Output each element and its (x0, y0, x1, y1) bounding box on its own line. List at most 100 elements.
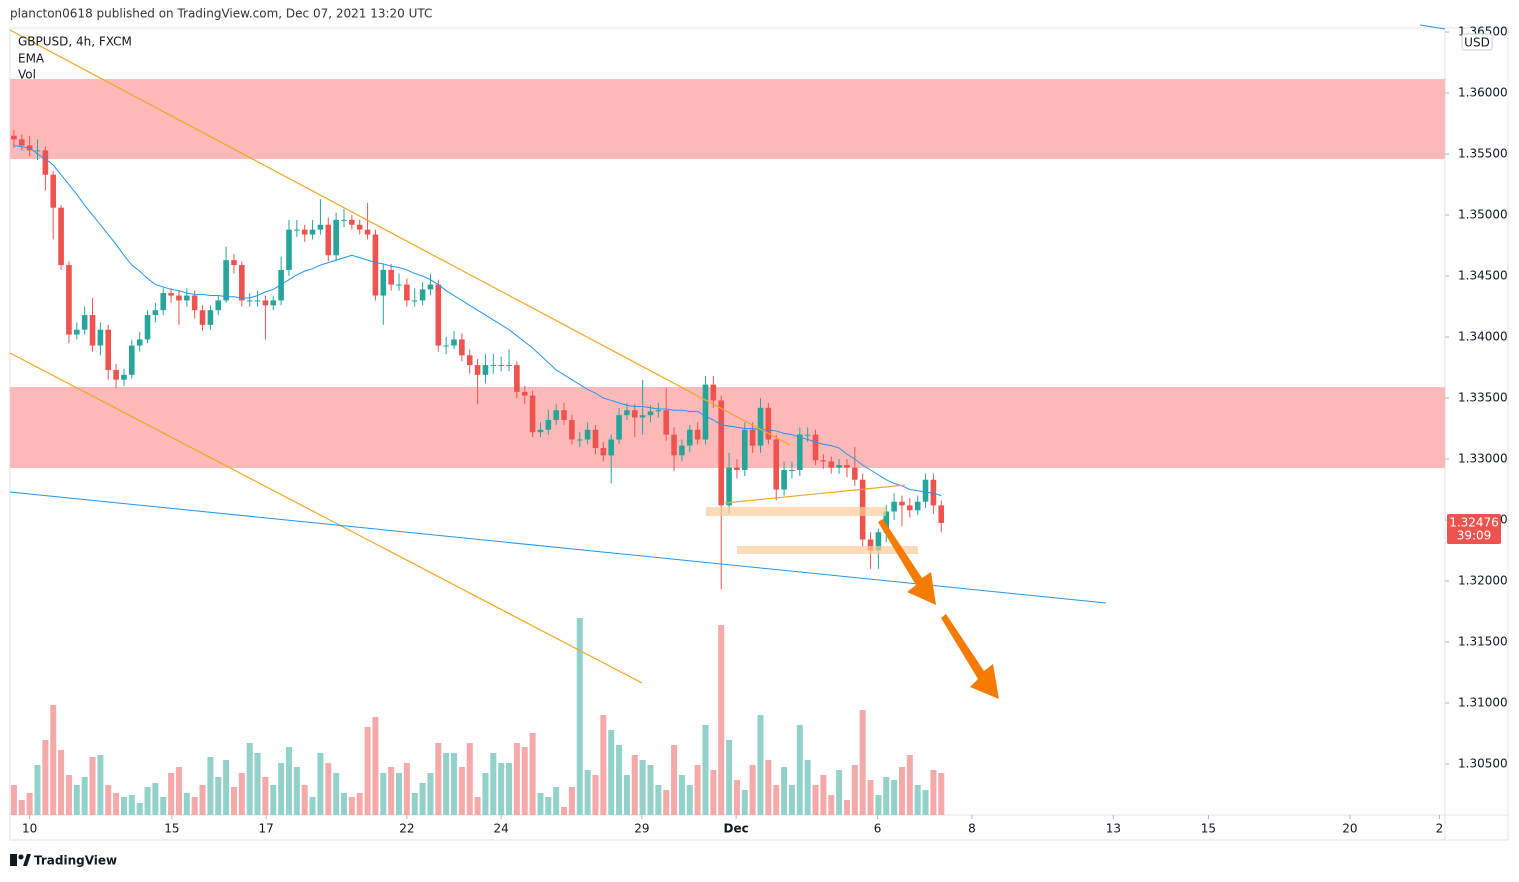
volume-bar (733, 780, 740, 815)
candle-body (451, 339, 457, 346)
candle-body (270, 300, 277, 306)
price-tag (1447, 513, 1501, 544)
volume-bar (160, 797, 167, 815)
volume-bar (781, 767, 788, 815)
candle-body (529, 395, 536, 433)
volume-bar (883, 777, 890, 815)
volume-bar (18, 800, 25, 815)
candle-body (914, 501, 921, 511)
volume-bar (647, 765, 654, 815)
candle-body (262, 300, 269, 306)
volume-bar (451, 753, 458, 815)
volume-bar (50, 705, 57, 815)
candle-body (58, 207, 64, 266)
volume-bar (466, 743, 473, 815)
candle-body (168, 293, 174, 296)
candle-body (789, 469, 795, 471)
logo: TradingView (10, 854, 117, 868)
candle-body (215, 300, 222, 311)
volume-bar (741, 790, 748, 815)
candle-body (576, 439, 583, 441)
header: plancton0618 published on TradingView.co… (10, 7, 432, 21)
volume-bar (788, 785, 795, 815)
volume-bar (796, 725, 803, 815)
volume-bar (671, 745, 678, 815)
volume-bar (293, 767, 300, 815)
candle-body (781, 469, 787, 490)
footer: TradingView (34, 854, 117, 868)
candle-body (144, 315, 151, 340)
candle-body (160, 293, 167, 311)
volume-bar (246, 743, 253, 815)
candle-body (396, 284, 402, 286)
volume-bar (215, 777, 222, 815)
y-tick-label: 1.33500 (1458, 391, 1508, 405)
y-tick-label: 1.32000 (1458, 574, 1508, 588)
candle-body (521, 391, 528, 396)
candle-body (191, 295, 198, 311)
volume-bar (843, 800, 850, 815)
volume-bar (325, 763, 332, 815)
volume-bar (168, 773, 175, 815)
candle-body (726, 467, 732, 506)
candle-body (388, 269, 394, 285)
legend-entry: EMA (18, 52, 45, 66)
volume-bar (175, 767, 182, 815)
candle-body (616, 415, 622, 440)
x-tick-label: Dec (724, 822, 749, 836)
candle-body (309, 229, 316, 235)
ema-line (13, 144, 942, 497)
volume-bar (702, 725, 709, 815)
candle-body (537, 429, 544, 433)
volume-bar (639, 760, 646, 815)
volume-bar (348, 797, 355, 815)
volume-bar (89, 757, 96, 815)
volume-bar (513, 743, 520, 815)
volume-bar (270, 785, 277, 815)
candle-body (349, 219, 355, 225)
volume-bar (875, 795, 882, 815)
candle-body (333, 219, 339, 256)
price-tag-label: 1.32476 (1449, 515, 1499, 529)
volume-bar (773, 785, 780, 815)
volume-bar (309, 797, 316, 815)
volume-bar (836, 770, 843, 815)
volume-bar (765, 760, 772, 815)
candle-body (922, 479, 929, 502)
candle-body (239, 265, 245, 301)
candle-body (482, 365, 489, 375)
volume-bar (631, 755, 638, 815)
candle-body (73, 329, 80, 335)
candle-body (301, 229, 308, 235)
volume-bar (474, 797, 481, 815)
volume-bar (561, 807, 568, 815)
logo-mark (18, 854, 24, 860)
candles-layer (11, 129, 945, 590)
candle-body (663, 410, 670, 435)
candle-body (411, 300, 418, 302)
candle-body (592, 429, 599, 449)
candle-body (891, 501, 897, 512)
candle-body (129, 345, 135, 375)
volume-bar (254, 753, 261, 815)
logo-mark (10, 854, 17, 866)
candle-body (757, 407, 764, 446)
candle-body (317, 224, 324, 230)
volume-bar (230, 787, 237, 815)
volume-bar (686, 785, 693, 815)
legend-title: GBPUSD, 4h, FXCM (18, 35, 132, 49)
volume-bar (419, 783, 426, 815)
candle-body (427, 284, 434, 290)
volume-bar (262, 777, 269, 815)
candle-body (97, 329, 104, 346)
volume-bar (34, 765, 41, 815)
volume-bar (278, 763, 285, 815)
volume-bar (914, 785, 921, 815)
candle-body (852, 467, 858, 480)
resistance-zone (10, 79, 1445, 159)
candle-body (655, 410, 662, 412)
candle-body (443, 345, 449, 347)
x-tick-label: 20 (1342, 822, 1357, 836)
candle-body (671, 434, 677, 456)
